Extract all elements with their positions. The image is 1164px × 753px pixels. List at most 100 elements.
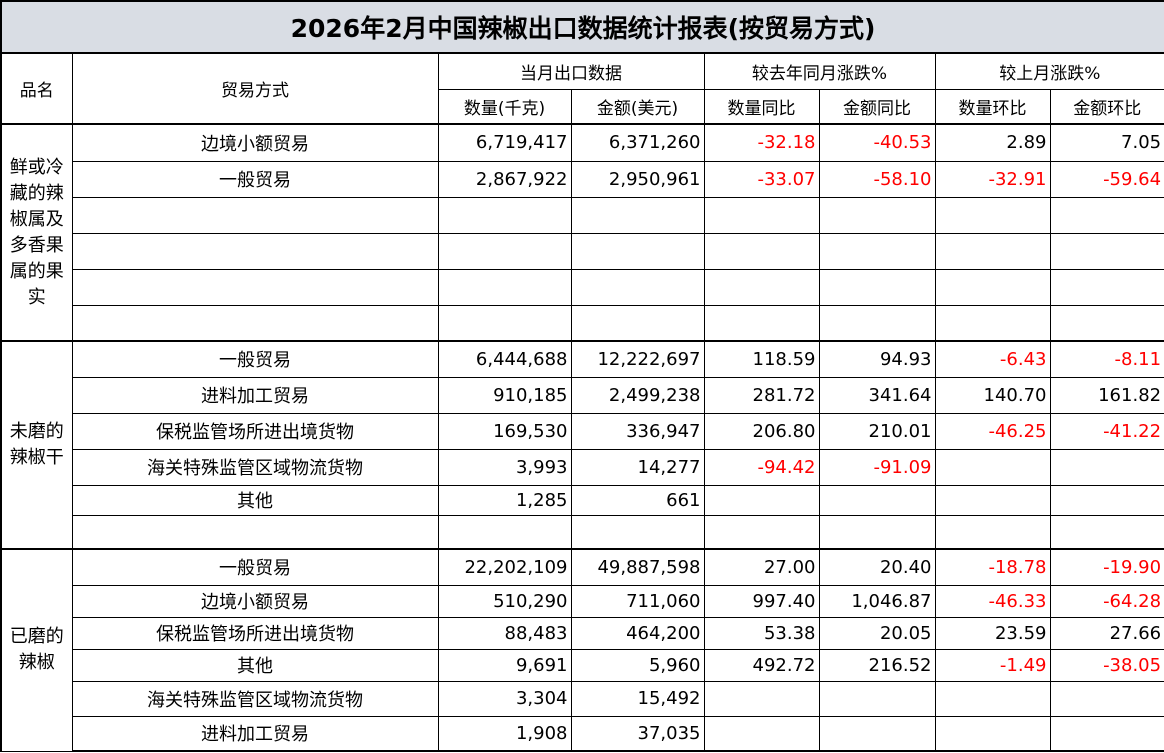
cell-quantity: 22,202,109 [437, 548, 572, 586]
cell-quantity-mom [934, 304, 1051, 342]
cell-quantity-yoy: 281.72 [703, 376, 820, 414]
cell-quantity-yoy [703, 514, 820, 550]
cell-amount-mom [1049, 448, 1164, 486]
cell-quantity: 910,185 [437, 376, 572, 414]
cell-quantity: 2,867,922 [437, 160, 572, 198]
trade-mode [71, 268, 439, 306]
table-row: 鲜或冷藏的辣椒属及多香果属的果实 边境小额贸易 6,719,417 6,371,260… [0, 123, 1164, 342]
trade-mode: 保税监管场所进出境货物 [71, 412, 439, 450]
cell-quantity-mom: -46.25 [934, 412, 1051, 450]
cell-quantity-mom: -6.43 [934, 340, 1051, 378]
cell-quantity-yoy [703, 715, 820, 752]
cell-quantity-yoy: -94.42 [703, 448, 820, 486]
cell-amount [570, 514, 705, 550]
table-row: 海关特殊监管区域物流货物 3,304 15,492 [1, 680, 1164, 717]
cell-quantity-mom: 2.89 [934, 123, 1051, 162]
cell-quantity-yoy [703, 680, 820, 717]
cell-amount-yoy [818, 715, 936, 752]
cell-amount: 15,492 [570, 680, 705, 717]
cell-amount-mom: 7.05 [1049, 123, 1164, 162]
table-row [1, 196, 1164, 234]
cell-quantity-mom: -18.78 [934, 548, 1051, 586]
table-row: 其他 1,285 661 [1, 484, 1164, 516]
table-row: 保税监管场所进出境货物 88,483 464,200 53.38 20.05 23.59 2… [1, 616, 1164, 650]
cell-quantity [437, 268, 572, 306]
cell-amount-yoy: 210.01 [818, 412, 936, 450]
trade-mode: 其他 [71, 648, 439, 682]
cell-amount-yoy [818, 484, 936, 516]
trade-mode [71, 304, 439, 342]
trade-mode [71, 232, 439, 270]
table-row: 保税监管场所进出境货物 169,530 336,947 206.80 210.01 -46… [1, 412, 1164, 450]
cell-quantity: 6,444,688 [437, 340, 572, 378]
cell-amount: 711,060 [570, 584, 705, 618]
cell-amount-yoy: 1,046.87 [818, 584, 936, 618]
cell-amount-yoy [818, 268, 936, 306]
cell-quantity: 510,290 [437, 584, 572, 618]
cell-quantity-yoy: 492.72 [703, 648, 820, 682]
trade-mode: 一般贸易 [71, 548, 439, 586]
cell-amount-mom [1049, 715, 1164, 752]
cell-amount-mom: 161.82 [1049, 376, 1164, 414]
cell-quantity: 3,993 [437, 448, 572, 486]
header-quantity-yoy: 数量同比 [703, 88, 820, 125]
cell-quantity-yoy: 53.38 [703, 616, 820, 650]
cell-quantity: 9,691 [437, 648, 572, 682]
trade-mode: 边境小额贸易 [71, 123, 439, 162]
cell-quantity-mom [934, 448, 1051, 486]
cell-amount-mom [1049, 268, 1164, 306]
cell-quantity-mom: 140.70 [934, 376, 1051, 414]
cell-amount [570, 268, 705, 306]
cell-amount [570, 232, 705, 270]
cell-amount-yoy: -40.53 [818, 123, 936, 162]
header-current-month: 当月出口数据 [437, 52, 705, 90]
cell-quantity-mom [934, 268, 1051, 306]
cell-amount [570, 304, 705, 342]
cell-quantity-yoy [703, 484, 820, 516]
header-product: 品名 [0, 52, 73, 125]
table-row: 其他 9,691 5,960 492.72 216.52 -1.49 -38.05 [1, 648, 1164, 682]
cell-quantity: 3,304 [437, 680, 572, 717]
cell-quantity-mom [934, 715, 1051, 752]
cell-amount: 464,200 [570, 616, 705, 650]
cell-amount-yoy [818, 196, 936, 234]
cell-amount-mom [1049, 680, 1164, 717]
table-row: 进料加工贸易 910,185 2,499,238 281.72 341.64 140.70… [1, 376, 1164, 414]
cell-amount-mom [1049, 484, 1164, 516]
cell-quantity-mom [934, 484, 1051, 516]
table-row: 进料加工贸易 1,908 37,035 [1, 715, 1164, 752]
cell-amount-mom: -64.28 [1049, 584, 1164, 618]
product-name: 已磨的辣椒 [0, 548, 73, 752]
header-amount-mom: 金额环比 [1049, 88, 1164, 125]
cell-quantity-yoy [703, 268, 820, 306]
trade-mode: 边境小额贸易 [71, 584, 439, 618]
cell-quantity [437, 232, 572, 270]
cell-amount: 37,035 [570, 715, 705, 752]
cell-quantity-yoy: 997.40 [703, 584, 820, 618]
header-trade-mode: 贸易方式 [71, 52, 439, 125]
cell-amount-yoy [818, 514, 936, 550]
trade-mode: 海关特殊监管区域物流货物 [71, 680, 439, 717]
cell-quantity: 1,285 [437, 484, 572, 516]
table-row [1, 304, 1164, 342]
cell-amount-mom: -59.64 [1049, 160, 1164, 198]
cell-amount-mom [1049, 232, 1164, 270]
cell-quantity-mom [934, 232, 1051, 270]
header-amount-yoy: 金额同比 [818, 88, 936, 125]
table-row: 一般贸易 2,867,922 2,950,961 -33.07 -58.10 -32.91… [1, 160, 1164, 198]
cell-quantity: 88,483 [437, 616, 572, 650]
trade-mode [71, 514, 439, 550]
cell-amount-yoy: 341.64 [818, 376, 936, 414]
cell-amount-mom: -41.22 [1049, 412, 1164, 450]
cell-quantity-mom [934, 196, 1051, 234]
table-row: 海关特殊监管区域物流货物 3,993 14,277 -94.42 -91.09 [1, 448, 1164, 486]
cell-quantity-yoy: -32.18 [703, 123, 820, 162]
cell-quantity-mom: -46.33 [934, 584, 1051, 618]
cell-amount: 5,960 [570, 648, 705, 682]
cell-quantity [437, 514, 572, 550]
table-row [1, 514, 1164, 550]
cell-amount: 2,950,961 [570, 160, 705, 198]
header-quantity-mom: 数量环比 [934, 88, 1051, 125]
cell-quantity: 169,530 [437, 412, 572, 450]
cell-amount-yoy: 20.40 [818, 548, 936, 586]
